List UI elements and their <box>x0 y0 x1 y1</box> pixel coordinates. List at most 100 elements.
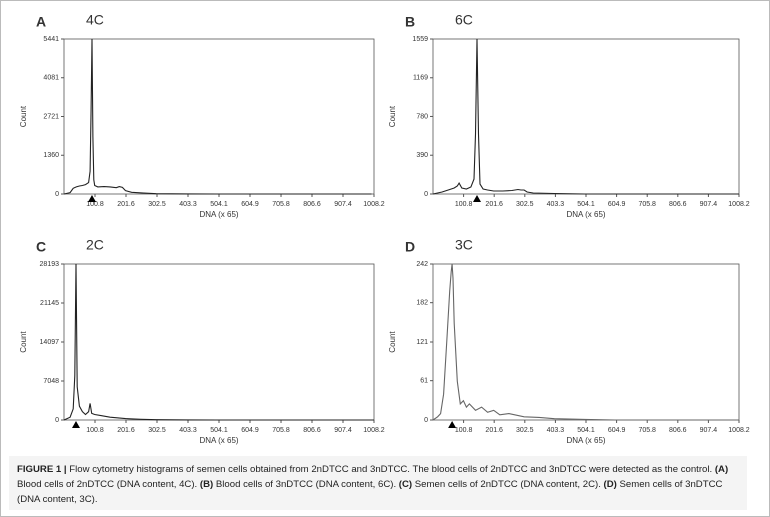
x-tick-label: 100.8 <box>455 201 473 208</box>
x-tick-label: 504.1 <box>577 201 595 208</box>
panel-letter: D <box>405 239 415 255</box>
y-tick-label: 0 <box>55 191 59 198</box>
x-tick-label: 201.6 <box>117 201 135 208</box>
y-tick-label: 390 <box>416 152 428 159</box>
x-tick-label: 705.8 <box>638 427 656 434</box>
y-tick-label: 7048 <box>43 378 59 385</box>
x-tick-label: 100.8 <box>455 427 473 434</box>
y-tick-label: 28193 <box>40 261 60 268</box>
x-tick-label: 907.4 <box>700 427 718 434</box>
peak-arrow <box>87 195 96 202</box>
y-tick-label: 61 <box>420 378 428 385</box>
x-axis-label: DNA (x 65) <box>199 210 238 219</box>
x-tick-label: 302.5 <box>148 201 166 208</box>
x-tick-label: 302.5 <box>148 427 166 434</box>
x-tick-label: 504.1 <box>210 201 228 208</box>
caption-text: Semen cells of 3nDTCC (DNA content, 3C). <box>17 479 726 505</box>
x-tick-label: 907.4 <box>700 201 718 208</box>
plot-frame <box>63 263 375 421</box>
histogram-line <box>63 263 374 421</box>
caption-text: (D) <box>603 479 617 490</box>
x-axis-label: DNA (x 65) <box>199 436 238 445</box>
x-tick-label: 403.3 <box>547 427 565 434</box>
y-tick-label: 0 <box>55 417 59 424</box>
x-tick-label: 201.6 <box>485 201 503 208</box>
caption: FIGURE 1 | Flow cytometry histograms of … <box>9 456 747 510</box>
y-tick-label: 121 <box>416 339 428 346</box>
y-axis-label: Count <box>388 331 397 353</box>
plot-frame <box>432 38 740 195</box>
panel-letter: B <box>405 14 415 30</box>
x-tick-label: 403.3 <box>547 201 565 208</box>
y-tick-label: 5441 <box>43 36 59 43</box>
x-tick-label: 907.4 <box>334 427 352 434</box>
histogram-line <box>432 38 739 195</box>
x-tick-label: 1008.2 <box>728 201 750 208</box>
annotation: 2C <box>86 237 104 253</box>
x-axis-label: DNA (x 65) <box>566 436 605 445</box>
histogram-line <box>63 38 372 195</box>
x-tick-label: 201.6 <box>117 427 135 434</box>
x-tick-label: 302.5 <box>516 201 534 208</box>
y-tick-label: 4081 <box>43 75 59 82</box>
y-tick-label: 0 <box>424 191 428 198</box>
x-tick-label: 504.1 <box>577 427 595 434</box>
x-tick-label: 302.5 <box>516 427 534 434</box>
x-tick-label: 1008.2 <box>728 427 750 434</box>
caption-text: Flow cytometry histograms of semen cells… <box>66 464 715 475</box>
x-tick-label: 705.8 <box>638 201 656 208</box>
y-tick-label: 14097 <box>40 339 60 346</box>
caption-text: (C) <box>398 479 413 490</box>
peak-arrow <box>71 421 80 428</box>
panel-letter: A <box>36 14 46 30</box>
caption-text: Blood cells of 3nDTCC (DNA content, 6C). <box>213 479 399 490</box>
y-axis-label: Count <box>19 105 28 127</box>
y-tick-label: 0 <box>424 417 428 424</box>
caption-text: FIGURE 1 | <box>17 464 67 475</box>
x-tick-label: 604.9 <box>241 427 259 434</box>
y-tick-label: 242 <box>416 261 428 268</box>
x-tick-label: 705.8 <box>272 201 290 208</box>
x-tick-label: 604.9 <box>241 201 259 208</box>
x-tick-label: 604.9 <box>608 427 626 434</box>
panel-letter: C <box>36 239 46 255</box>
y-tick-label: 1360 <box>43 152 59 159</box>
y-tick-label: 780 <box>416 113 428 120</box>
y-tick-label: 182 <box>416 300 428 307</box>
y-tick-label: 1169 <box>413 75 428 82</box>
caption-text: (A) <box>714 464 729 475</box>
x-tick-label: 100.8 <box>86 427 104 434</box>
y-axis-label: Count <box>388 105 397 127</box>
x-tick-label: 403.3 <box>179 201 197 208</box>
x-tick-label: 806.6 <box>669 201 687 208</box>
peak-arrow <box>448 421 457 428</box>
caption-text: (B) <box>199 479 214 490</box>
x-tick-label: 1008.2 <box>363 427 385 434</box>
x-tick-label: 201.6 <box>485 427 503 434</box>
y-tick-label: 21145 <box>40 300 59 307</box>
peak-arrow <box>473 195 482 202</box>
plot-frame <box>432 263 740 421</box>
x-axis-label: DNA (x 65) <box>566 210 605 219</box>
y-axis-label: Count <box>19 331 28 353</box>
y-tick-label: 1559 <box>412 36 428 43</box>
x-tick-label: 1008.2 <box>363 201 385 208</box>
plot-frame <box>63 38 375 195</box>
annotation: 4C <box>86 12 104 28</box>
x-tick-label: 806.6 <box>303 201 321 208</box>
y-tick-label: 2721 <box>43 113 59 120</box>
x-tick-label: 806.6 <box>669 427 687 434</box>
x-tick-label: 100.8 <box>86 201 104 208</box>
panels: A 4C Count DNA (x 65) 0 1360 2721 4081 5441 100.8… <box>19 12 750 445</box>
x-tick-label: 504.1 <box>210 427 228 434</box>
histogram-line <box>432 263 739 421</box>
annotation: 3C <box>455 237 473 253</box>
x-tick-label: 403.3 <box>179 427 197 434</box>
caption-text: Semen cells of 2nDTCC (DNA content, 2C). <box>412 479 604 490</box>
x-tick-label: 604.9 <box>608 201 626 208</box>
x-tick-label: 705.8 <box>272 427 290 434</box>
annotation: 6C <box>455 12 473 28</box>
x-tick-label: 907.4 <box>334 201 352 208</box>
caption-text: Blood cells of 2nDTCC (DNA content, 4C). <box>17 464 731 490</box>
